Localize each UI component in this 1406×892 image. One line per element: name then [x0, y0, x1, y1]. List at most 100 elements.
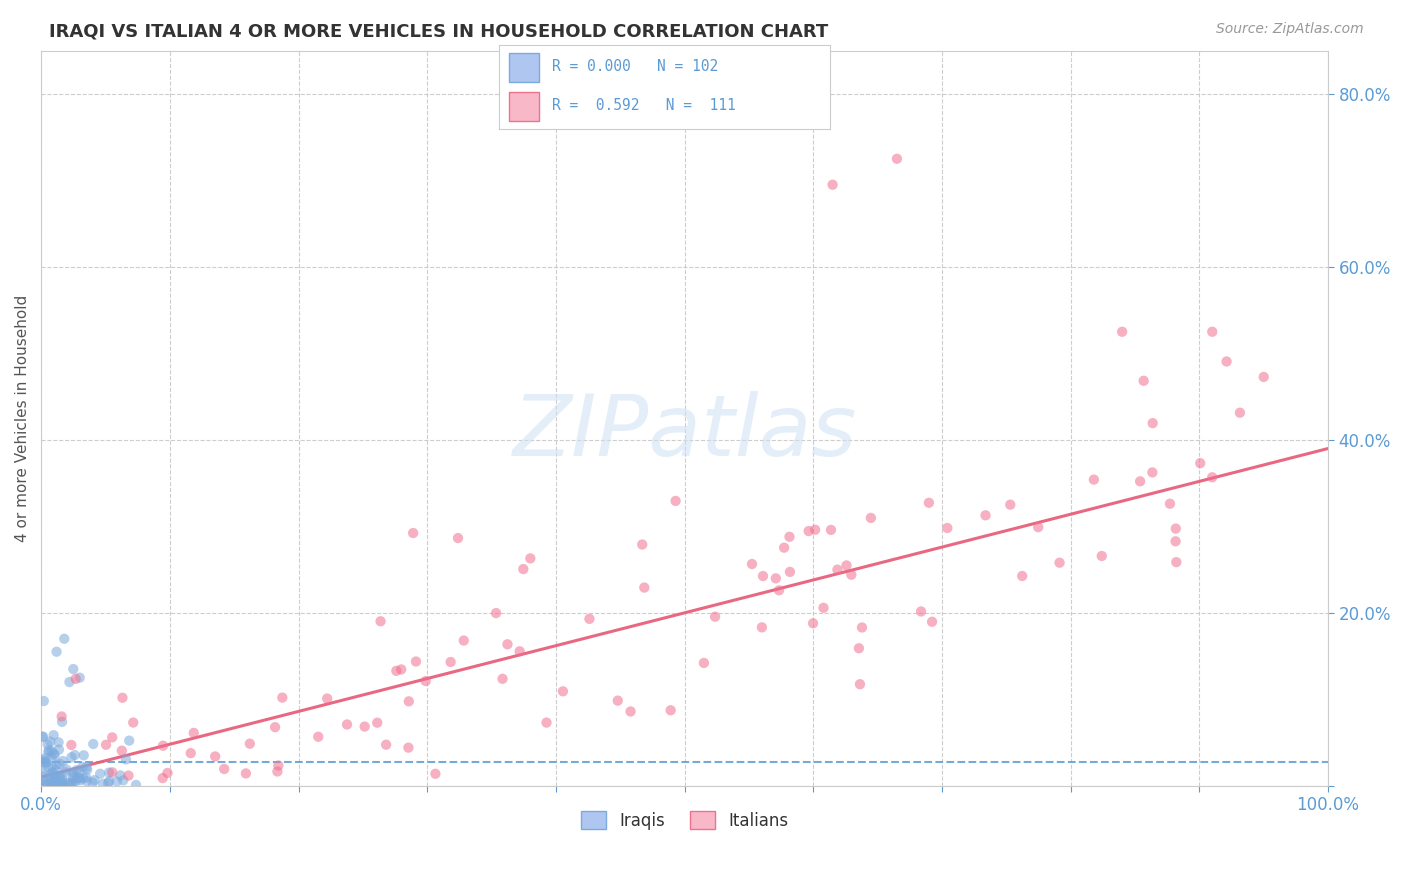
Point	[42, 728, 65, 742]
Point	[848, 641, 870, 656]
Point	[156, 766, 179, 780]
Point	[631, 537, 654, 551]
Point	[34, 751, 56, 765]
Point	[1111, 325, 1133, 339]
Point	[125, 778, 148, 792]
Point	[491, 672, 513, 686]
Point	[1132, 374, 1154, 388]
Point	[32, 755, 55, 769]
Point	[519, 551, 541, 566]
Point	[39, 775, 62, 789]
Point	[48, 777, 70, 791]
Point	[32, 730, 55, 744]
Point	[204, 749, 226, 764]
Point	[63, 747, 86, 762]
Point	[835, 558, 858, 573]
Point	[551, 684, 574, 698]
Point	[180, 746, 202, 760]
Point	[48, 742, 70, 756]
Point	[69, 773, 91, 788]
Point	[73, 748, 96, 763]
Point	[41, 750, 63, 764]
Point	[46, 778, 69, 792]
Point	[69, 771, 91, 785]
Point	[41, 744, 63, 758]
Point	[415, 673, 437, 688]
Point	[60, 750, 83, 764]
Point	[1201, 325, 1223, 339]
Point	[53, 764, 76, 779]
Point	[849, 677, 872, 691]
Point	[65, 672, 87, 686]
Point	[49, 775, 72, 789]
Point	[485, 606, 508, 620]
Point	[51, 709, 73, 723]
Point	[83, 773, 105, 788]
Point	[235, 766, 257, 780]
Point	[827, 563, 849, 577]
Point	[111, 744, 134, 758]
Point	[110, 768, 132, 782]
Point	[66, 771, 89, 785]
Point	[773, 541, 796, 555]
Point	[52, 778, 75, 792]
Point	[111, 690, 134, 705]
Point	[509, 644, 531, 658]
Point	[76, 774, 98, 789]
Point	[813, 600, 835, 615]
Point	[46, 776, 69, 790]
Point	[44, 748, 66, 763]
Point	[353, 720, 375, 734]
Point	[31, 764, 53, 778]
Y-axis label: 4 or more Vehicles in Household: 4 or more Vehicles in Household	[15, 294, 30, 541]
Point	[62, 765, 84, 780]
Point	[385, 664, 408, 678]
Bar	[509, 54, 538, 82]
Point	[936, 521, 959, 535]
Point	[336, 717, 359, 731]
Point	[752, 569, 775, 583]
Point	[704, 609, 727, 624]
Point	[35, 756, 58, 770]
Point	[45, 764, 67, 778]
Point	[34, 775, 56, 789]
Point	[307, 730, 329, 744]
Point	[239, 737, 262, 751]
Point	[1253, 370, 1275, 384]
Point	[32, 694, 55, 708]
Point	[62, 662, 84, 676]
Point	[152, 771, 174, 785]
Point	[1164, 522, 1187, 536]
Point	[98, 774, 121, 789]
Point	[425, 766, 447, 780]
Point	[402, 526, 425, 541]
Point	[51, 772, 73, 786]
Point	[51, 714, 73, 729]
Point	[1142, 416, 1164, 430]
Point	[101, 765, 124, 780]
Point	[974, 508, 997, 523]
Point	[34, 778, 56, 792]
Point	[440, 655, 463, 669]
Point	[1011, 569, 1033, 583]
Point	[1026, 520, 1049, 534]
Point	[101, 731, 124, 745]
Point	[53, 632, 76, 646]
Point	[633, 581, 655, 595]
Point	[768, 583, 790, 598]
Point	[82, 737, 104, 751]
Point	[44, 769, 66, 783]
Point	[851, 620, 873, 634]
Point	[48, 756, 70, 771]
Point	[49, 778, 72, 792]
Point	[453, 633, 475, 648]
Point	[271, 690, 294, 705]
Point	[67, 766, 90, 780]
Point	[366, 715, 388, 730]
Point	[117, 768, 139, 782]
Point	[1164, 534, 1187, 549]
Point	[105, 774, 128, 789]
Point	[52, 754, 75, 768]
Point	[38, 743, 60, 757]
Point	[42, 773, 65, 788]
